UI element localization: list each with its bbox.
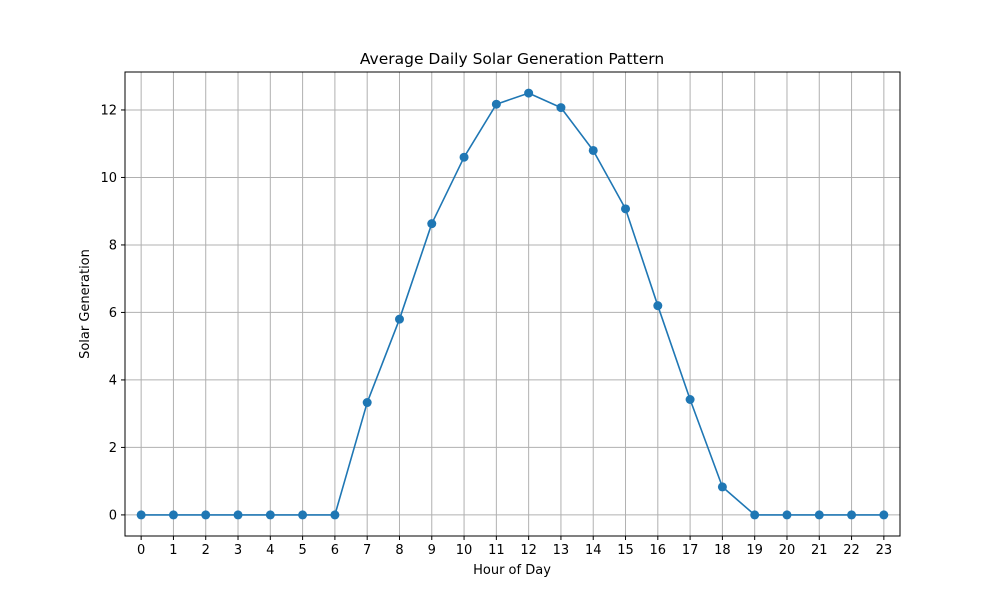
- data-point-marker: [330, 510, 340, 520]
- y-tick-label: 10: [100, 171, 117, 186]
- data-point-marker: [717, 482, 727, 492]
- data-point-marker: [394, 314, 404, 324]
- grid-lines: [125, 72, 900, 536]
- plot-area-frame: [124, 71, 901, 537]
- series-line-path: [141, 92, 884, 516]
- x-tick-label: 23: [876, 543, 893, 558]
- series-line: [141, 92, 884, 516]
- x-tick-label: 12: [520, 543, 537, 558]
- x-tick-label: 0: [137, 543, 145, 558]
- data-point-marker: [491, 99, 501, 109]
- data-point-marker: [136, 510, 146, 520]
- x-tick-label: 4: [266, 543, 274, 558]
- data-point-marker: [782, 510, 792, 520]
- x-tick-label: 14: [585, 543, 602, 558]
- x-tick-label: 5: [298, 543, 306, 558]
- y-tick-label: 12: [100, 103, 117, 118]
- data-point-marker: [524, 88, 534, 98]
- data-point-marker: [621, 204, 631, 214]
- x-tick-label: 13: [553, 543, 570, 558]
- x-tick-label: 16: [650, 543, 667, 558]
- x-tick-label: 1: [169, 543, 177, 558]
- x-tick-label: 7: [363, 543, 371, 558]
- x-tick-label: 21: [811, 543, 828, 558]
- chart-title: Average Daily Solar Generation Pattern: [360, 50, 664, 68]
- data-point-marker: [588, 145, 598, 155]
- data-point-marker: [201, 510, 211, 520]
- x-tick-label: 8: [395, 543, 403, 558]
- data-point-marker: [847, 510, 857, 520]
- x-tick-label: 17: [682, 543, 699, 558]
- data-point-marker: [556, 103, 566, 113]
- data-point-marker: [750, 510, 760, 520]
- x-axis-ticks: 0 1 2 3 4 5 6 7 8 9 10 11 12 13 14 15 16 17 18 19 20 21 22 23: [137, 536, 892, 558]
- x-tick-label: 15: [617, 543, 634, 558]
- y-tick-label: 8: [109, 238, 117, 253]
- x-tick-label: 22: [843, 543, 860, 558]
- series-markers: [136, 88, 889, 520]
- x-tick-label: 10: [456, 543, 473, 558]
- x-tick-label: 11: [488, 543, 505, 558]
- data-point-marker: [233, 510, 243, 520]
- data-point-marker: [653, 301, 663, 311]
- x-tick-label: 18: [714, 543, 731, 558]
- data-point-marker: [265, 510, 275, 520]
- x-axis-label: Hour of Day: [473, 563, 551, 578]
- data-point-marker: [427, 219, 437, 229]
- data-point-marker: [814, 510, 824, 520]
- data-point-marker: [362, 398, 372, 408]
- x-tick-label: 3: [234, 543, 242, 558]
- data-point-marker: [879, 510, 889, 520]
- x-tick-label: 6: [331, 543, 339, 558]
- y-tick-label: 6: [109, 306, 117, 321]
- y-tick-label: 2: [109, 441, 117, 456]
- data-point-marker: [298, 510, 308, 520]
- y-axis-label: Solar Generation: [78, 249, 93, 359]
- data-point-marker: [685, 394, 695, 404]
- x-tick-label: 20: [779, 543, 796, 558]
- y-tick-label: 0: [109, 508, 117, 523]
- x-tick-label: 19: [746, 543, 763, 558]
- data-point-marker: [168, 510, 178, 520]
- data-point-marker: [459, 152, 469, 162]
- y-axis-ticks: 0 2 4 6 8 10 12: [100, 103, 125, 523]
- x-tick-label: 9: [428, 543, 436, 558]
- y-tick-label: 4: [109, 373, 117, 388]
- x-tick-label: 2: [202, 543, 210, 558]
